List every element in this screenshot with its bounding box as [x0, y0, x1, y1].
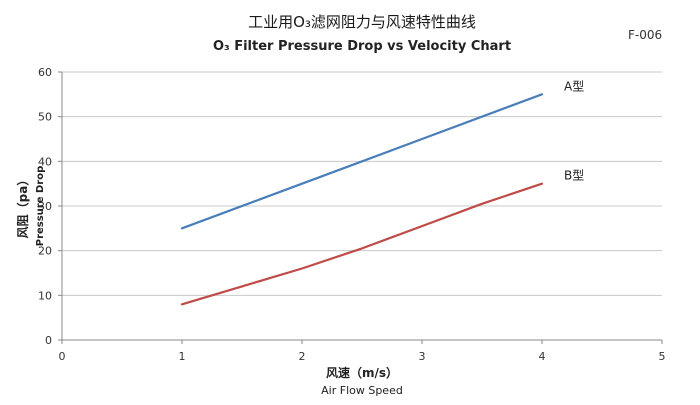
y-tick-label-0: 0 [45, 334, 52, 347]
y-axis-label: 风阻（pa） [15, 174, 30, 239]
y-axis-label-en-group: Pressure Drop [35, 166, 46, 247]
y-axis-label-cn: 风阻（pa） [15, 174, 30, 239]
x-tick-label-1: 1 [179, 350, 186, 363]
y-tick-label-60: 60 [38, 66, 52, 79]
y-tick-label-20: 20 [38, 245, 52, 258]
chart-subtitle: O₃ Filter Pressure Drop vs Velocity Char… [213, 39, 511, 54]
x-tick-label-5: 5 [659, 350, 666, 363]
x-tick-label-2: 2 [299, 350, 306, 363]
y-axis-label-en: Pressure Drop [35, 166, 46, 247]
x-axis-label-cn: 风速（m/s） [326, 365, 398, 380]
x-tick-label-4: 4 [539, 350, 546, 363]
series-label-a: A型 [564, 79, 584, 93]
grid-lines [62, 71, 662, 296]
series-line-a [180, 93, 544, 230]
y-tick-label-30: 30 [38, 200, 52, 213]
series-line-b [180, 182, 544, 306]
x-tick-label-0: 0 [59, 350, 66, 363]
x-tick-label-3: 3 [419, 350, 426, 363]
x-tick-labels: 0 1 2 3 4 5 [59, 350, 666, 363]
y-tick-label-50: 50 [38, 111, 52, 124]
chart-title: 工业用O₃滤网阻力与风速特性曲线 [248, 13, 476, 31]
y-tick-label-40: 40 [38, 155, 52, 168]
series-label-b: B型 [564, 169, 584, 183]
series-group: A型 B型 [180, 79, 584, 306]
chart-code: F-006 [628, 28, 662, 42]
y-tick-labels: 0 10 20 30 40 50 60 [38, 66, 52, 347]
y-tick-label-10: 10 [38, 289, 52, 302]
x-axis-label-en: Air Flow Speed [321, 384, 403, 397]
axes [58, 71, 663, 344]
